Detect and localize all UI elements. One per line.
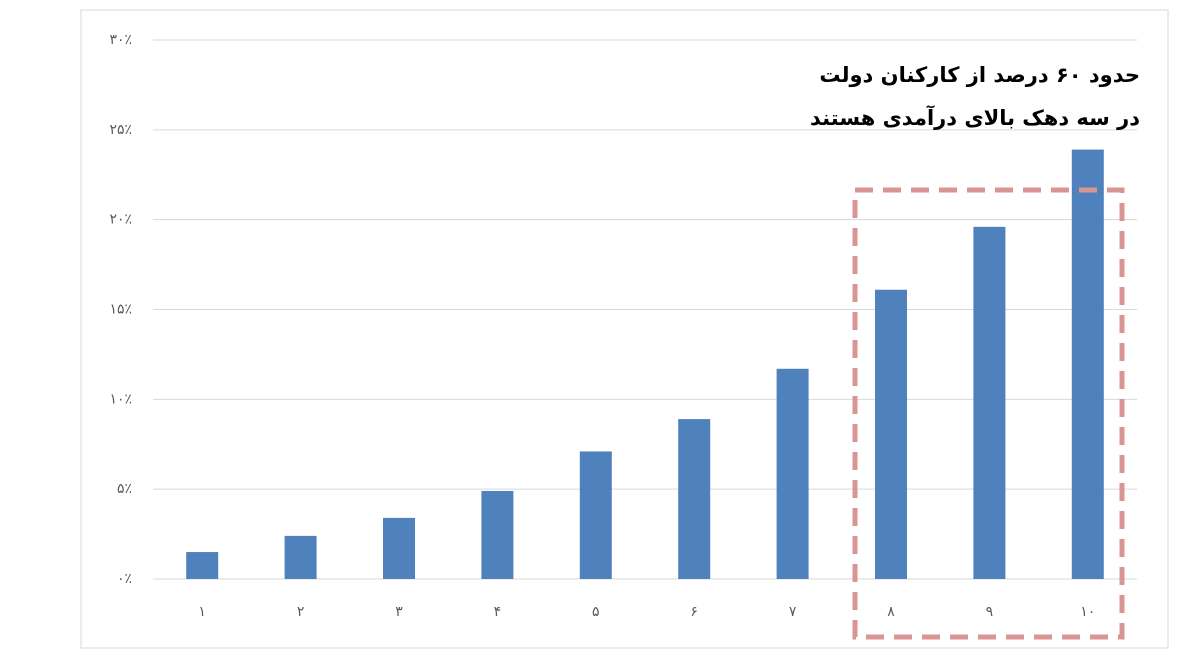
bar (383, 517, 415, 579)
y-tick-label: ۲۵٪ (109, 122, 132, 138)
x-tick-label: ۶ (690, 604, 698, 620)
bar (1071, 149, 1104, 579)
bar (678, 419, 711, 579)
x-tick-label: ۹ (986, 604, 994, 620)
y-tick-label: ۰٪ (117, 571, 132, 587)
x-tick-label: ۵ (592, 604, 600, 620)
y-tick-label: ۲۰٪ (109, 212, 132, 228)
x-tick-label: ۱ (198, 604, 206, 620)
x-tick-label: ۱۰ (1080, 604, 1095, 620)
bar (776, 368, 809, 579)
bar (973, 226, 1006, 579)
x-tick-label: ۴ (494, 604, 502, 620)
bar (875, 289, 907, 579)
x-tick-label: ۲ (297, 604, 305, 620)
x-tick-label: ۸ (887, 604, 895, 620)
x-tick-label: ۷ (789, 604, 797, 620)
bar (481, 490, 514, 579)
annotation-line: حدود ۶۰ درصد از کارکنان دولت (819, 63, 1140, 87)
y-tick-label: ۱۰٪ (109, 391, 132, 407)
annotation-line: در سه دهک بالای درآمدی هستند (810, 105, 1140, 130)
bar (284, 535, 317, 579)
bar (579, 451, 612, 579)
x-tick-label: ۳ (395, 604, 403, 620)
y-tick-label: ۳۰٪ (109, 32, 132, 48)
bar (186, 552, 219, 579)
highlight-box (852, 187, 1125, 640)
y-tick-label: ۵٪ (117, 481, 132, 497)
y-tick-label: ۱۵٪ (109, 302, 132, 318)
